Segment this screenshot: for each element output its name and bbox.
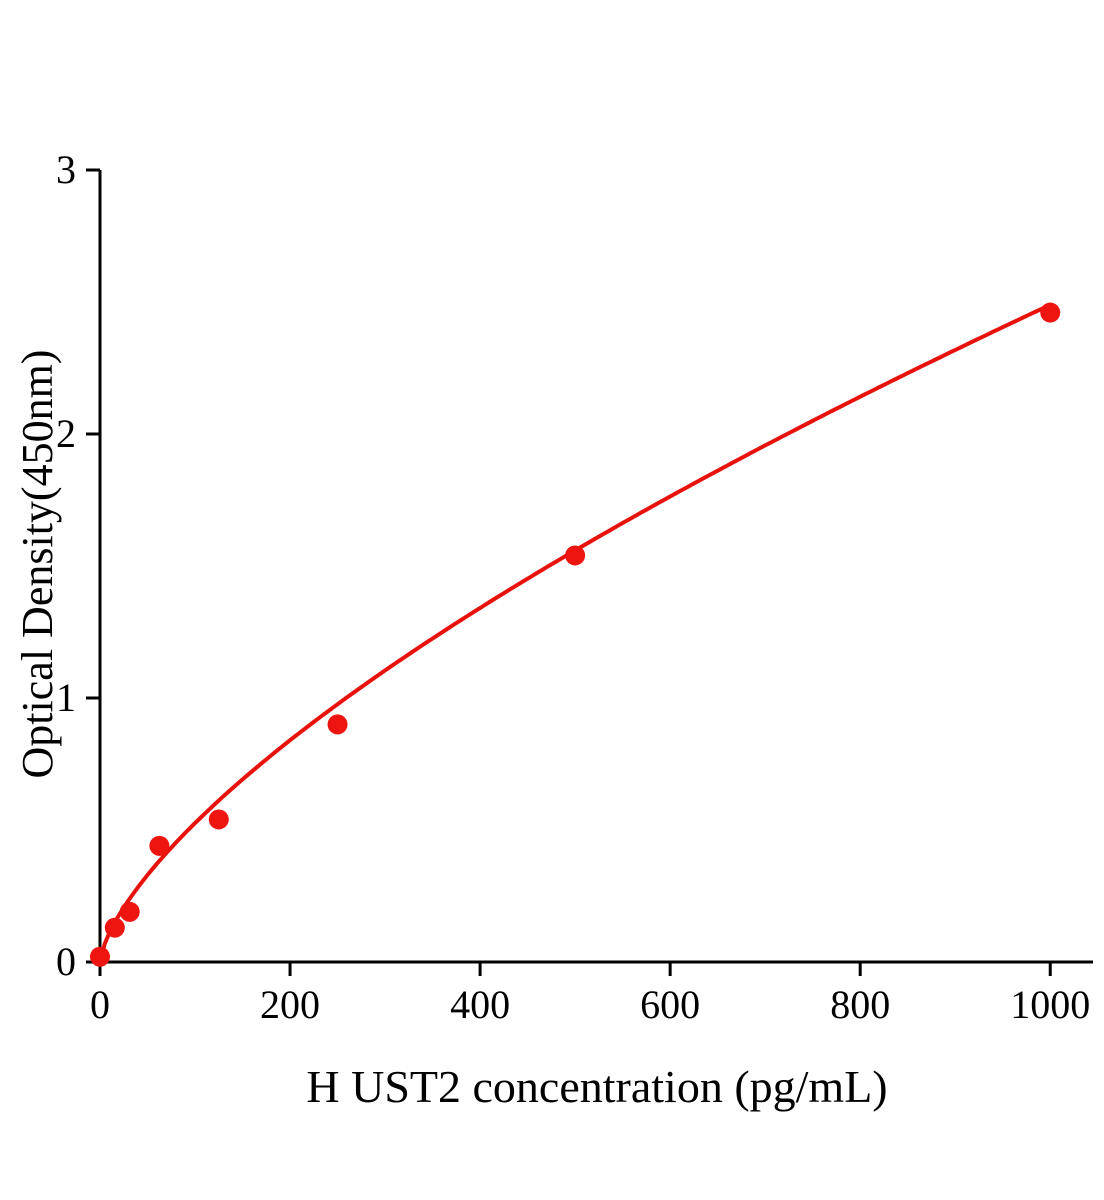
data-point [327,714,348,735]
data-point [1040,302,1061,323]
fit-curve [98,302,1053,964]
y-axis-tick-label: 2 [56,411,76,456]
x-axis-title: H UST2 concentration (pg/mL) [306,1061,888,1112]
data-point [119,901,140,922]
x-axis-tick-label: 400 [450,982,510,1027]
data-point [565,545,586,566]
y-axis-title: Optical Density(450nm) [13,349,62,779]
data-point [149,835,170,856]
x-axis-tick-label: 800 [830,982,890,1027]
y-axis-tick-label: 3 [56,147,76,192]
x-axis-tick-label: 600 [640,982,700,1027]
x-axis-tick-label: 1000 [1010,982,1090,1027]
data-point [208,809,229,830]
data-point [104,917,125,938]
x-axis-tick-label: 0 [90,982,110,1027]
y-axis-tick-label: 0 [56,939,76,984]
x-axis-tick-label: 200 [260,982,320,1027]
data-point [90,946,110,967]
y-axis-tick-label: 1 [56,675,76,720]
